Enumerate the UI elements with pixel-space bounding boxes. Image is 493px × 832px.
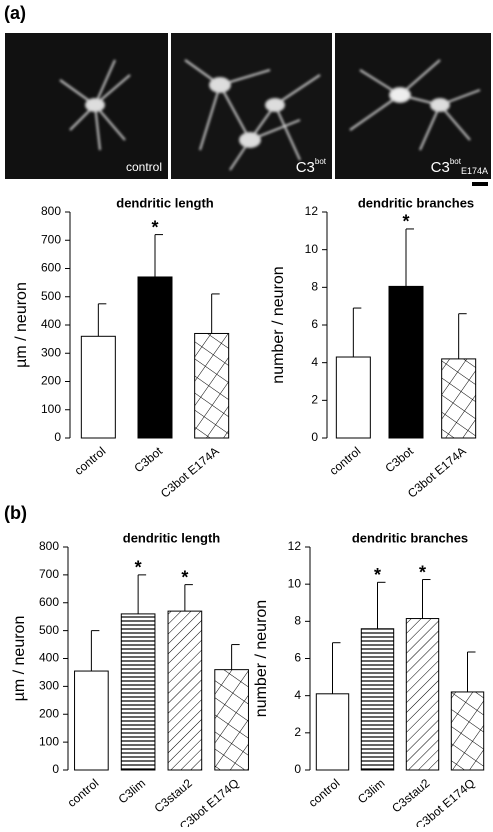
error-bar — [458, 313, 467, 359]
bar — [315, 693, 350, 771]
y-tick-label: 400 — [39, 651, 59, 665]
x-tick-label: C3lim — [355, 776, 387, 806]
y-tick-label: 100 — [41, 402, 61, 416]
chart-title: dendritic branches — [352, 530, 468, 545]
x-tick-label: control — [327, 444, 364, 478]
significance-marker: * — [402, 212, 409, 232]
x-tick-label: C3bot — [382, 444, 416, 476]
significance-marker: * — [374, 565, 381, 585]
x-tick-label: control — [72, 444, 109, 478]
micrographs — [5, 33, 491, 186]
x-tick-label: C3bot — [131, 444, 165, 476]
error-bar — [211, 293, 220, 334]
panel-label: (a) — [4, 3, 26, 23]
y-tick-label: 10 — [305, 242, 319, 256]
label-text: C3 — [431, 159, 450, 176]
y-axis-label: µm / neuron — [13, 282, 30, 368]
chart-title: dendritic branches — [358, 195, 474, 210]
y-tick-label: 600 — [39, 595, 59, 609]
error-bar — [231, 644, 240, 670]
x-tick-label: C3stau2 — [152, 776, 195, 816]
y-tick-label: 200 — [41, 374, 61, 388]
chart-title: dendritic length — [116, 195, 214, 210]
bar — [167, 610, 203, 771]
error-bar — [97, 303, 107, 337]
y-tick-label: 600 — [41, 261, 61, 275]
label-sup: bot — [315, 157, 327, 166]
error-bar — [332, 642, 341, 694]
label-sub: E174A — [461, 166, 488, 176]
y-axis-label: number / neuron — [253, 600, 270, 717]
y-tick-label: 500 — [39, 623, 59, 637]
y-tick-label: 2 — [294, 725, 301, 739]
bar — [388, 285, 424, 439]
y-tick-label: 300 — [39, 679, 59, 693]
micrograph-label: C3botE174A — [431, 157, 488, 176]
y-tick-label: 8 — [294, 614, 301, 628]
chart-title: dendritic length — [123, 530, 221, 545]
bar — [80, 335, 116, 439]
bar — [120, 613, 156, 771]
micrograph-label: C3bot — [296, 157, 327, 176]
bar — [194, 332, 230, 439]
bar — [214, 669, 249, 771]
label-sup: bot — [450, 157, 462, 166]
bar — [360, 628, 395, 771]
label-text: C3 — [296, 159, 315, 176]
bar — [137, 276, 173, 439]
y-tick-label: 800 — [39, 539, 59, 553]
y-tick-label: 12 — [288, 539, 302, 553]
micrograph-label: control — [126, 160, 162, 174]
y-tick-label: 800 — [41, 204, 61, 218]
label-text: control — [126, 160, 162, 174]
bar — [450, 691, 485, 771]
y-tick-label: 100 — [39, 734, 59, 748]
y-tick-label: 500 — [41, 289, 61, 303]
x-tick-label: C3bot E174A — [158, 444, 222, 501]
y-tick-label: 400 — [41, 317, 61, 331]
significance-marker: * — [135, 558, 142, 578]
y-axis-label: number / neuron — [270, 266, 287, 383]
y-tick-label: 12 — [305, 204, 319, 218]
significance-marker: * — [151, 217, 158, 237]
x-tick-label: control — [65, 776, 102, 810]
y-tick-label: 200 — [39, 706, 59, 720]
bar — [74, 670, 109, 771]
error-bar — [184, 584, 193, 612]
bar — [405, 618, 440, 771]
y-tick-label: 0 — [52, 762, 59, 776]
y-tick-label: 0 — [54, 430, 61, 444]
error-bar — [422, 579, 431, 619]
error-bar — [90, 630, 100, 672]
y-tick-label: 0 — [311, 430, 318, 444]
x-tick-label: C3lim — [116, 776, 148, 806]
y-axis-label: µm / neuron — [11, 616, 28, 702]
y-tick-label: 4 — [294, 688, 301, 702]
y-tick-label: 700 — [41, 232, 61, 246]
y-tick-label: 6 — [294, 651, 301, 665]
error-bar — [377, 581, 386, 629]
error-bar — [467, 651, 476, 692]
y-tick-label: 700 — [39, 567, 59, 581]
y-tick-label: 0 — [294, 762, 301, 776]
y-tick-label: 4 — [311, 355, 318, 369]
significance-marker: * — [419, 562, 426, 582]
bar — [335, 356, 371, 439]
y-tick-label: 300 — [41, 345, 61, 359]
y-tick-label: 6 — [311, 317, 318, 331]
error-bar — [405, 228, 414, 287]
error-bar — [137, 574, 147, 614]
y-tick-label: 2 — [311, 393, 318, 407]
bar — [441, 358, 477, 439]
x-tick-label: control — [306, 776, 343, 810]
significance-marker: * — [181, 567, 188, 587]
x-tick-label: C3stau2 — [389, 776, 432, 816]
error-bar — [352, 307, 362, 358]
x-tick-label: C3bot E174A — [405, 444, 469, 501]
error-bar — [154, 234, 163, 277]
y-tick-label: 10 — [288, 576, 302, 590]
y-tick-label: 8 — [311, 280, 318, 294]
panel-label: (b) — [4, 503, 27, 523]
